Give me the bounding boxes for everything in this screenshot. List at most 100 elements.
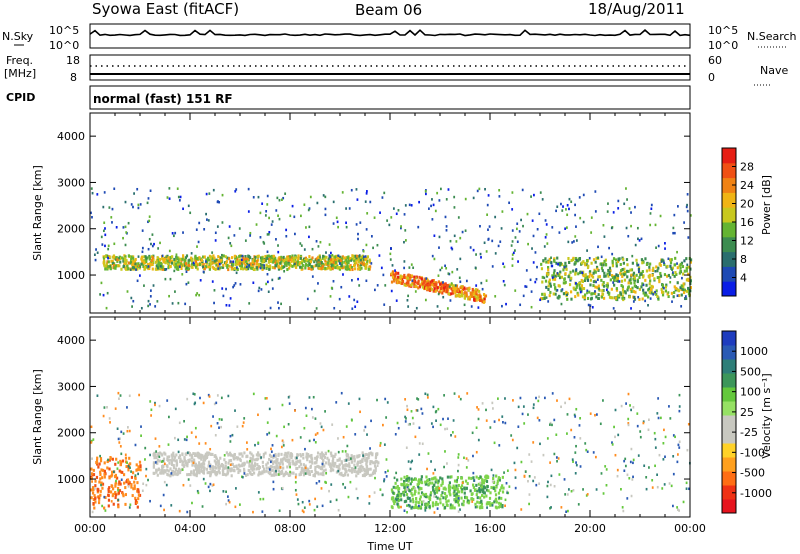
power-echo-cell xyxy=(103,221,106,225)
velocity-echo-cell xyxy=(546,495,549,499)
power-echo-cell xyxy=(587,303,590,307)
velocity-echo-cell xyxy=(173,472,176,476)
velocity-echo-cell xyxy=(288,463,292,467)
velocity-echo-cell xyxy=(627,422,630,425)
velocity-echo-cell xyxy=(678,440,681,444)
power-echo-cell xyxy=(345,225,348,229)
power-echo-cell xyxy=(457,216,460,219)
power-echo-cell xyxy=(230,244,233,248)
power-echo-cell xyxy=(137,206,140,210)
velocity-echo-cell xyxy=(435,495,438,499)
velocity-echo-cell xyxy=(361,458,364,462)
power-echo-cell xyxy=(421,282,424,286)
power-echo-cell xyxy=(178,265,181,268)
velocity-echo-cell xyxy=(104,496,107,500)
velocity-echo-cell xyxy=(119,470,123,474)
velocity-echo-cell xyxy=(441,480,444,484)
power-echo-cell xyxy=(303,203,306,206)
velocity-echo-cell xyxy=(223,458,226,462)
power-echo-cell xyxy=(151,267,154,271)
power-echo-cell xyxy=(638,297,641,301)
power-echo-cell xyxy=(411,282,414,286)
power-echo-cell xyxy=(252,267,255,271)
velocity-echo-cell xyxy=(386,401,389,404)
velocity-echo-cell xyxy=(662,458,665,461)
power-echo-cell xyxy=(610,287,613,291)
power-echo-cell xyxy=(527,242,529,246)
power-echo-cell xyxy=(127,261,130,265)
power-echo-cell xyxy=(118,264,121,268)
power-echo-cell xyxy=(259,262,262,266)
velocity-echo-cell xyxy=(252,467,256,471)
power-echo-cell xyxy=(424,285,427,289)
power-echo-cell xyxy=(397,271,400,275)
power-echo-cell xyxy=(177,260,180,264)
power-echo-cell xyxy=(183,258,187,262)
velocity-echo-cell xyxy=(178,421,181,425)
power-echo-cell xyxy=(148,256,151,260)
velocity-echo-cell xyxy=(216,394,219,397)
velocity-echo-cell xyxy=(636,412,639,415)
velocity-echo-cell xyxy=(250,466,253,470)
velocity-echo-cell xyxy=(190,431,193,434)
velocity-echo-cell xyxy=(178,471,182,475)
velocity-echo-cell xyxy=(302,473,306,477)
velocity-echo-cell xyxy=(501,475,504,479)
velocity-echo-cell xyxy=(595,488,598,491)
velocity-echo-cell xyxy=(414,490,417,494)
velocity-echo-cell xyxy=(124,453,127,457)
velocity-echo-cell xyxy=(582,488,584,491)
velocity-echo-cell xyxy=(566,413,569,416)
velocity-echo-cell xyxy=(437,407,440,411)
power-echo-cell xyxy=(615,273,618,277)
power-echo-cell xyxy=(107,256,109,260)
velocity-echo-cell xyxy=(155,469,158,473)
velocity-echo-cell xyxy=(434,476,437,480)
power-echo-cell xyxy=(148,215,151,218)
noise-tick-left-bottom: 10^0 xyxy=(49,39,79,52)
power-echo-cell xyxy=(433,287,436,291)
velocity-echo-cell xyxy=(324,468,327,472)
velocity-echo-cell xyxy=(200,469,203,473)
velocity-echo-cell xyxy=(255,467,258,471)
velocity-echo-cell xyxy=(93,506,96,510)
velocity-echo-cell xyxy=(129,462,132,466)
velocity-echo-cell xyxy=(272,487,275,491)
velocity-echo-cell xyxy=(549,461,552,464)
power-echo-cell xyxy=(125,231,128,234)
power-echo-cell xyxy=(626,275,629,279)
power-echo-cell xyxy=(477,306,480,309)
power-echo-cell xyxy=(395,299,398,302)
velocity-echo-cell xyxy=(461,488,464,492)
velocity-echo-cell xyxy=(281,460,284,464)
velocity-echo-cell xyxy=(184,452,187,456)
power-echo-cell xyxy=(618,280,621,283)
velocity-echo-cell xyxy=(320,451,324,455)
power-echo-cell xyxy=(335,216,338,220)
velocity-echo-cell xyxy=(476,496,479,500)
velocity-echo-cell xyxy=(575,461,577,464)
velocity-echo-cell xyxy=(158,459,162,463)
velocity-echo-cell xyxy=(457,490,461,494)
velocity-echo-cell xyxy=(577,503,580,506)
velocity-echo-cell xyxy=(194,464,197,468)
power-echo-cell xyxy=(614,296,617,300)
power-echo-cell xyxy=(549,284,552,288)
power-echo-cell xyxy=(605,284,608,288)
power-echo-cell xyxy=(344,261,347,265)
power-echo-cell xyxy=(107,247,110,251)
power-echo-cell xyxy=(595,280,597,284)
power-echo-cell xyxy=(173,257,176,261)
velocity-echo-cell xyxy=(594,455,597,459)
velocity-echo-cell xyxy=(190,455,194,459)
velocity-echo-cell xyxy=(657,416,660,420)
power-echo-cell xyxy=(244,263,247,267)
velocity-echo-cell xyxy=(104,509,107,512)
date-title: 18/Aug/2011 xyxy=(588,0,685,18)
power-echo-cell xyxy=(213,256,216,260)
velocity-echo-cell xyxy=(187,473,191,477)
velocity-echo-cell xyxy=(376,398,378,402)
power-echo-cell xyxy=(244,257,247,261)
power-echo-cell xyxy=(317,262,320,266)
power-echo-cell xyxy=(648,265,651,269)
